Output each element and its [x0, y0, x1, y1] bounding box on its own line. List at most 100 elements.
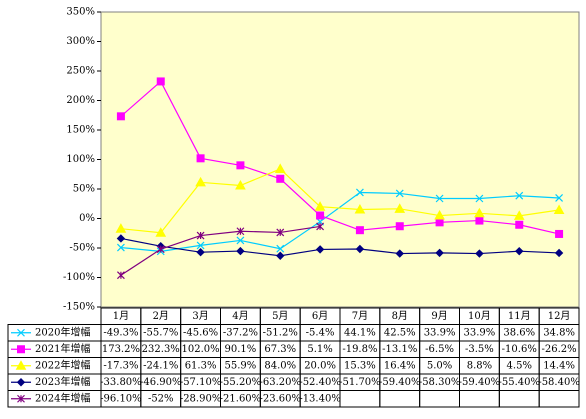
y-tick-label: -100%: [63, 272, 95, 283]
marker: [354, 203, 366, 214]
marker: [274, 163, 286, 173]
x-tick-label: 7月: [352, 310, 368, 322]
marker: [474, 207, 485, 218]
y-tick-label: 200%: [66, 95, 95, 106]
table-value: -58.30%: [419, 377, 461, 388]
x-tick-label: 12月: [548, 310, 571, 322]
legend-label: 2021年增幅: [35, 342, 90, 355]
table-value: -55.40%: [498, 377, 540, 388]
marker: [435, 194, 444, 203]
table-cell: [419, 390, 460, 408]
legend-label: 2024年增幅: [35, 391, 90, 404]
marker: [475, 216, 484, 225]
table-value: 38.6%: [503, 327, 535, 338]
marker: [515, 191, 524, 200]
y-tick-label: 300%: [66, 36, 95, 47]
x-tick-label: 11月: [508, 310, 531, 322]
marker: [515, 220, 524, 229]
marker: [276, 174, 285, 183]
marker: [315, 245, 325, 254]
marker: [235, 179, 246, 190]
marker: [435, 218, 444, 227]
table-value: 55.9%: [225, 360, 257, 371]
series-line: [120, 191, 560, 252]
legend-marker: [17, 328, 25, 337]
table-value: -51.70%: [339, 377, 381, 388]
table-value: -51.2%: [263, 327, 298, 338]
table-cell: [339, 390, 381, 408]
table-value: 15.3%: [344, 360, 376, 371]
table-value: 44.1%: [344, 327, 376, 338]
y-tick-label: 0%: [79, 213, 95, 224]
y-tick-label: 250%: [66, 66, 95, 77]
table-value: 232.3%: [142, 344, 180, 355]
marker: [276, 251, 285, 260]
marker: [196, 247, 205, 257]
legend-marker: [16, 378, 26, 387]
marker: [155, 227, 167, 237]
marker: [555, 229, 564, 238]
table-value: 4.5%: [507, 360, 532, 371]
x-tick-label: 6月: [312, 310, 328, 322]
marker: [196, 241, 205, 250]
table-value: 33.9%: [464, 327, 496, 338]
y-tick-label: -150%: [63, 302, 95, 313]
marker: [116, 271, 125, 280]
table-value: -37.2%: [223, 327, 258, 338]
table-value: -21.60%: [220, 393, 262, 404]
table-value: 102.0%: [182, 344, 220, 355]
table-cell: [459, 390, 500, 408]
x-tick-label: 3月: [192, 310, 208, 322]
marker: [116, 112, 125, 121]
table-value: 14.4%: [543, 360, 575, 371]
marker: [355, 226, 364, 235]
table-value: -19.8%: [342, 344, 377, 355]
table-value: -33.80%: [100, 377, 142, 388]
table-value: -23.60%: [259, 393, 301, 404]
table-value: -55.20%: [220, 377, 262, 388]
marker: [554, 248, 564, 258]
marker: [394, 203, 406, 213]
legend-label: 2020年增幅: [35, 325, 90, 338]
marker: [395, 222, 404, 231]
series-line: [120, 80, 560, 235]
table-value: -17.3%: [103, 360, 138, 371]
x-tick-label: 9月: [431, 310, 447, 322]
marker: [316, 211, 325, 220]
legend-marker: [17, 345, 25, 354]
marker: [515, 246, 524, 256]
marker: [355, 188, 364, 197]
x-tick-label: 10月: [468, 310, 491, 322]
marker: [116, 234, 126, 243]
table-value: 173.2%: [102, 344, 140, 355]
legend-label: 2022年增幅: [35, 358, 90, 371]
table-value: 8.8%: [467, 360, 492, 371]
marker: [434, 210, 445, 220]
table-value: -13.1%: [382, 344, 417, 355]
legend-label: 2023年增幅: [35, 375, 90, 388]
marker: [196, 231, 205, 240]
x-tick-label: 4月: [232, 310, 248, 322]
marker: [156, 77, 165, 86]
table-value: -96.10%: [100, 393, 142, 404]
table-value: 33.9%: [424, 327, 456, 338]
marker: [435, 248, 444, 258]
marker: [236, 236, 245, 245]
series-line: [120, 168, 560, 234]
table-value: -6.5%: [425, 344, 454, 355]
marker: [236, 161, 245, 170]
table-value: 61.3%: [185, 360, 217, 371]
table-value: -58.40%: [538, 377, 580, 388]
marker: [236, 246, 245, 256]
marker: [553, 204, 565, 215]
table-value: -5.4%: [306, 327, 335, 338]
y-tick-label: 100%: [66, 154, 95, 165]
table-value: -63.20%: [259, 377, 301, 388]
table-value: -10.6%: [502, 344, 537, 355]
marker: [115, 223, 127, 233]
table-value: 16.4%: [384, 360, 416, 371]
marker: [475, 249, 484, 258]
table-value: 34.8%: [543, 327, 575, 338]
table-value: -52.40%: [299, 377, 341, 388]
